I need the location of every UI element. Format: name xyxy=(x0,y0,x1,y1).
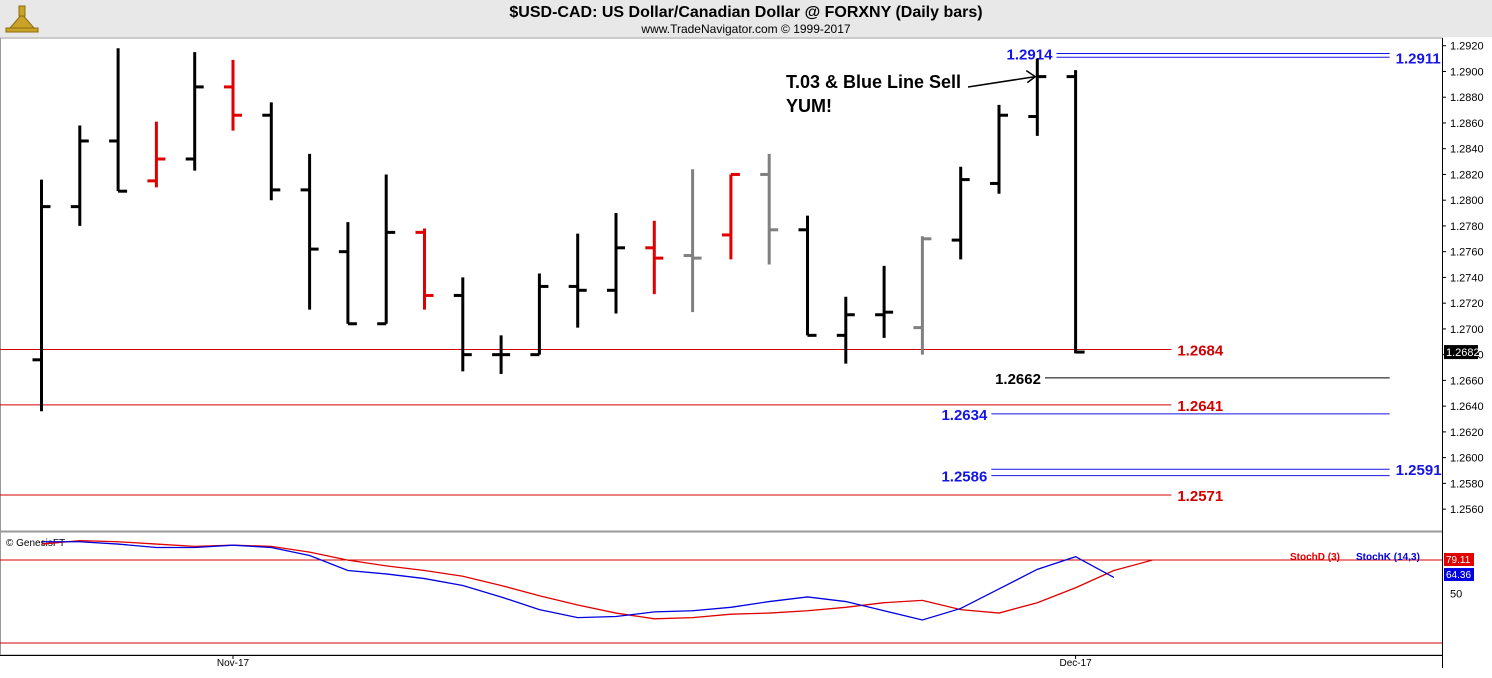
annotation-arrowhead xyxy=(1025,69,1037,84)
stoch-value-label: 64.36 xyxy=(1446,570,1471,581)
last-price-box xyxy=(1444,345,1478,360)
x-axis-tick-label: Dec-17 xyxy=(1059,658,1092,669)
annotation-text: T.03 & Blue Line Sell xyxy=(786,72,961,92)
y-axis-tick-label: 1.2620 xyxy=(1450,427,1484,439)
stoch-series-line xyxy=(41,541,1115,621)
y-axis-tick-label: 1.2800 xyxy=(1450,195,1484,207)
y-axis-tick-label: 1.2860 xyxy=(1450,118,1484,130)
stoch-value-box xyxy=(1444,568,1474,582)
stoch-y-tick-label: 50 xyxy=(1450,589,1462,601)
y-axis-tick-label: 1.2740 xyxy=(1450,272,1484,284)
level-label: 1.2641 xyxy=(1177,398,1223,415)
level-label: 1.2914 xyxy=(1007,46,1054,63)
chart-title: $USD-CAD: US Dollar/Canadian Dollar @ FO… xyxy=(509,4,982,21)
level-label: 1.2911 xyxy=(1396,50,1441,67)
y-axis-tick-label: 1.2560 xyxy=(1450,504,1484,516)
y-axis-tick-label: 1.2920 xyxy=(1450,41,1484,53)
y-axis-tick-label: 1.2600 xyxy=(1450,453,1484,465)
legend-entry: StochD (3) xyxy=(1290,552,1340,563)
x-axis-tick-label: Nov-17 xyxy=(217,658,250,669)
last-price-label: 1.2682 xyxy=(1446,347,1480,359)
y-axis-tick-label: 1.2660 xyxy=(1450,375,1484,387)
level-label: 1.2591 xyxy=(1396,462,1442,479)
level-label: 1.2662 xyxy=(995,371,1041,388)
y-axis-tick-label: 1.2900 xyxy=(1450,66,1484,78)
header-band xyxy=(0,0,1492,37)
legend-entry: StochK (14,3) xyxy=(1356,552,1420,563)
stoch-value-label: 79.11 xyxy=(1446,555,1471,566)
logo-icon xyxy=(5,5,39,33)
chart-subtitle: www.TradeNavigator.com © 1999-2017 xyxy=(640,22,850,36)
y-axis-tick-label: 1.2780 xyxy=(1450,221,1484,233)
annotation-text: YUM! xyxy=(786,96,832,116)
y-axis-tick-label: 1.2820 xyxy=(1450,169,1484,181)
level-label: 1.2684 xyxy=(1177,343,1224,360)
y-axis-tick-label: 1.2760 xyxy=(1450,247,1484,259)
y-axis-tick-label: 1.2840 xyxy=(1450,144,1484,156)
indicator-source-label: © GenesisFT xyxy=(6,538,65,549)
y-axis-tick-label: 1.2640 xyxy=(1450,401,1484,413)
level-label: 1.2586 xyxy=(941,469,987,486)
level-label: 1.2634 xyxy=(941,407,988,424)
y-axis-tick-label: 1.2720 xyxy=(1450,298,1484,310)
stoch-value-box xyxy=(1444,553,1474,567)
y-axis-tick-label: 1.2580 xyxy=(1450,478,1484,490)
y-axis-tick-label: 1.2700 xyxy=(1450,324,1484,336)
level-label: 1.2571 xyxy=(1177,488,1223,505)
annotation-arrow xyxy=(967,75,1036,88)
y-axis-tick-label: 1.2880 xyxy=(1450,92,1484,104)
